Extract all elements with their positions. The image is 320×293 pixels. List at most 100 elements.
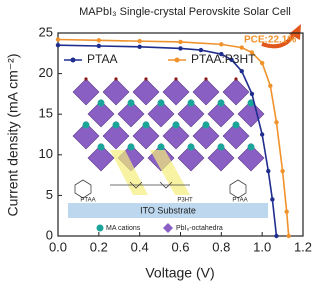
x-tick-label: 1.2 bbox=[294, 239, 312, 254]
octahedron bbox=[207, 100, 235, 128]
inset-illustration: ITO Substrate PTAA P3HT PTAA MA cations PbI₆-… bbox=[68, 77, 268, 233]
octahedron bbox=[177, 100, 205, 128]
molecule bbox=[74, 179, 247, 199]
point bbox=[198, 47, 204, 53]
cation bbox=[157, 143, 165, 151]
cation bbox=[97, 143, 105, 151]
x-tick-label: 1.0 bbox=[253, 239, 271, 254]
legend-marker bbox=[174, 57, 180, 63]
point bbox=[249, 50, 255, 55]
cation bbox=[202, 121, 210, 129]
octahedron bbox=[222, 78, 250, 106]
iodide bbox=[204, 77, 208, 81]
octahedron bbox=[222, 122, 250, 150]
octahedron bbox=[72, 78, 100, 106]
legend-label: PTAA bbox=[87, 52, 117, 66]
cation bbox=[127, 143, 135, 151]
point bbox=[270, 197, 275, 202]
point bbox=[137, 38, 142, 44]
molecule-label: P3HT bbox=[177, 198, 193, 204]
chart-title: MAPbI₃ Single-crystal Perovskite Solar C… bbox=[79, 6, 291, 18]
arrow-head bbox=[289, 24, 301, 40]
point bbox=[219, 51, 224, 57]
point bbox=[266, 168, 271, 174]
annotation: PCE:22.1% bbox=[244, 35, 296, 46]
point bbox=[178, 46, 183, 51]
octahedron bbox=[72, 122, 100, 150]
point bbox=[249, 91, 255, 97]
cation bbox=[217, 143, 225, 151]
point bbox=[259, 132, 265, 137]
cation bbox=[187, 99, 195, 107]
point bbox=[178, 39, 183, 45]
cation bbox=[187, 143, 195, 151]
octahedron bbox=[87, 144, 115, 172]
cation-key-label: MA cations bbox=[106, 225, 141, 232]
point bbox=[286, 233, 291, 239]
y-tick-label: 15 bbox=[39, 106, 53, 121]
cation bbox=[82, 121, 90, 129]
highlight bbox=[150, 150, 190, 195]
point bbox=[137, 44, 142, 50]
octahedron bbox=[102, 122, 130, 150]
legend-marker bbox=[70, 57, 76, 63]
iodide bbox=[174, 77, 178, 81]
cation bbox=[217, 99, 225, 107]
octahedron bbox=[87, 100, 115, 128]
point bbox=[280, 168, 285, 174]
y-tick-label: 20 bbox=[39, 65, 53, 80]
octahedron bbox=[162, 122, 190, 150]
molecule-label: PTAA bbox=[232, 198, 247, 204]
octahedron bbox=[132, 122, 160, 150]
point bbox=[96, 43, 102, 49]
octahedron bbox=[132, 78, 160, 106]
point bbox=[239, 68, 244, 74]
octahedron bbox=[207, 144, 235, 172]
octahedron bbox=[192, 122, 220, 150]
cation bbox=[232, 121, 240, 129]
point bbox=[55, 42, 61, 48]
octahedron bbox=[177, 144, 205, 172]
x-axis-label: Voltage (V) bbox=[145, 265, 214, 281]
x-tick-label: 0.8 bbox=[212, 239, 230, 254]
octahedron bbox=[147, 100, 175, 128]
cation bbox=[172, 121, 180, 129]
iodide bbox=[114, 77, 118, 81]
octahedron-key-label: PbI₆-octahedra bbox=[176, 225, 223, 232]
highlight bbox=[110, 150, 148, 195]
substrate bbox=[68, 203, 268, 218]
cation-key bbox=[96, 224, 104, 232]
cation bbox=[247, 99, 255, 107]
y-tick-label: 25 bbox=[39, 24, 53, 39]
y-tick-label: 5 bbox=[46, 187, 53, 202]
cation bbox=[112, 121, 120, 129]
octahedron bbox=[117, 100, 145, 128]
octahedron-key bbox=[163, 223, 173, 233]
y-tick-label: 0 bbox=[46, 227, 53, 242]
cation bbox=[142, 121, 150, 129]
molecule-label: PTAA bbox=[80, 198, 95, 204]
octahedron bbox=[237, 100, 265, 128]
cation bbox=[247, 143, 255, 151]
point bbox=[274, 233, 279, 239]
y-axis-label: Current density (mA cm⁻²) bbox=[5, 54, 21, 217]
octahedron bbox=[102, 78, 130, 106]
x-tick-label: 0.0 bbox=[49, 239, 67, 254]
x-tick-label: 0.4 bbox=[131, 239, 149, 254]
substrate-label: ITO Substrate bbox=[140, 205, 196, 215]
point bbox=[229, 57, 234, 62]
octahedron bbox=[192, 78, 220, 106]
point bbox=[96, 38, 102, 43]
x-tick-label: 0.2 bbox=[90, 239, 108, 254]
iodide bbox=[234, 77, 238, 81]
y-tick-label: 10 bbox=[39, 146, 53, 161]
point bbox=[268, 83, 273, 88]
octahedron bbox=[237, 144, 265, 172]
x-tick-label: 0.6 bbox=[171, 239, 189, 254]
cation bbox=[127, 99, 135, 107]
point bbox=[239, 45, 244, 50]
legend-label: PTAA:P3HT bbox=[191, 52, 256, 66]
octahedron bbox=[162, 78, 190, 106]
cation bbox=[97, 99, 105, 107]
